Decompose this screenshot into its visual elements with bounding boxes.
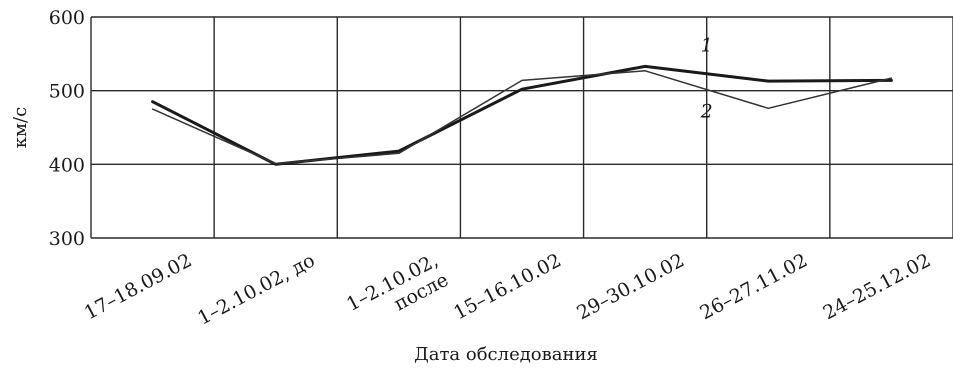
- x-tick-label: 29–30.10.02: [573, 249, 688, 324]
- series-line-2: [151, 70, 893, 165]
- x-axis-label: Дата обследования: [414, 344, 598, 365]
- x-tick-label: 17–18.09.02: [81, 249, 196, 324]
- x-tick-label-line: 1–2.10.02, до: [194, 249, 319, 329]
- x-tick-label-line: 26–27.11.02: [696, 249, 811, 324]
- x-tick-label: 24–25.12.02: [820, 249, 935, 324]
- series-label-2: 2: [700, 101, 713, 123]
- x-tick-label-line: 17–18.09.02: [81, 249, 196, 324]
- grid: [90, 16, 953, 239]
- x-tick-label: 1–2.10.02,после: [343, 249, 452, 315]
- y-tick-label: 500: [49, 81, 85, 103]
- x-tick-label: 1–2.10.02, до: [194, 249, 319, 329]
- y-axis-label: км/с: [10, 107, 31, 148]
- series-label-1: 1: [701, 35, 713, 57]
- y-tick-label: 400: [49, 154, 85, 176]
- y-tick-label: 300: [49, 228, 85, 250]
- y-axis: 300 400 500 600: [49, 7, 85, 250]
- x-axis: 17–18.09.021–2.10.02, до 1–2.10.02,после1…: [81, 249, 935, 329]
- x-tick-label: 15–16.10.02: [450, 249, 565, 324]
- x-tick-label-line: 24–25.12.02: [820, 249, 935, 324]
- x-tick-label-line: 15–16.10.02: [450, 249, 565, 324]
- y-tick-label: 600: [49, 7, 85, 29]
- series-group: 12: [151, 35, 893, 166]
- x-tick-label: 26–27.11.02: [696, 249, 811, 324]
- x-tick-label-line: 29–30.10.02: [573, 249, 688, 324]
